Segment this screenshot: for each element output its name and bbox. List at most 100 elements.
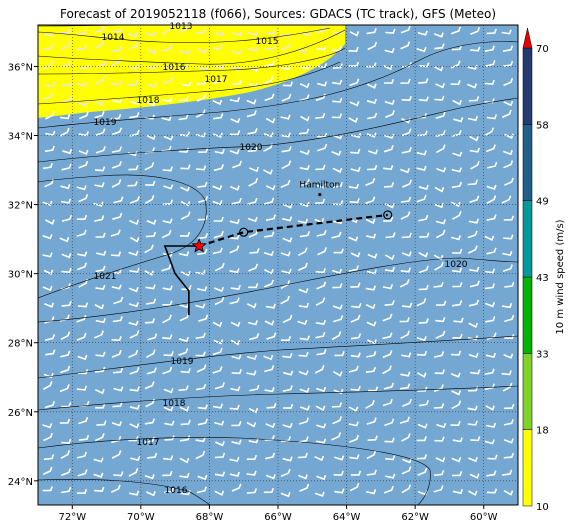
- wind-barb: [181, 284, 192, 291]
- wind-barb: [198, 314, 209, 322]
- lat-tick-label: 30°N: [8, 270, 33, 281]
- wind-barb: [485, 405, 495, 411]
- wind-barb: [61, 438, 72, 444]
- wind-barb: [382, 350, 393, 359]
- wind-barb: [401, 147, 412, 154]
- wind-barb: [246, 303, 257, 309]
- wind-barb: [60, 114, 71, 120]
- isobar-line: [38, 385, 518, 411]
- wind-barb: [198, 147, 209, 153]
- wind-barb: [146, 100, 156, 107]
- wind-barb: [366, 351, 377, 358]
- wind-barb: [214, 64, 225, 70]
- wind-barb: [485, 352, 497, 359]
- wind-barb: [213, 230, 224, 239]
- wind-barb: [213, 286, 224, 293]
- wind-barb: [112, 212, 123, 220]
- wind-barb: [112, 367, 124, 374]
- wind-barb: [434, 436, 445, 442]
- wind-barb: [281, 160, 292, 170]
- wind-barb: [314, 198, 326, 204]
- wind-barb: [367, 41, 378, 51]
- wind-barb: [300, 115, 310, 122]
- wind-barb: [333, 315, 344, 323]
- wind-barb: [383, 64, 393, 71]
- wind-barb: [247, 146, 258, 153]
- wind-barb: [399, 383, 411, 390]
- wind-barb: [400, 267, 412, 273]
- wind-barb: [128, 42, 139, 50]
- wind-barb: [332, 167, 343, 174]
- wind-barb: [467, 115, 479, 122]
- wind-barb: [78, 194, 89, 203]
- wind-barb: [145, 31, 156, 37]
- wind-barb: [502, 45, 514, 52]
- wind-barb: [197, 286, 208, 292]
- wind-barb: [77, 302, 89, 308]
- wind-barb: [162, 166, 173, 172]
- wind-barb: [314, 491, 325, 497]
- wind-barb: [315, 113, 326, 119]
- wind-barb: [366, 98, 377, 104]
- wind-barb: [485, 422, 497, 428]
- wind-barb: [264, 387, 275, 393]
- wind-barb: [366, 28, 377, 35]
- wind-barb: [503, 438, 514, 444]
- wind-barb: [451, 390, 462, 396]
- wind-barb: [110, 251, 122, 257]
- wind-barb: [180, 419, 191, 426]
- wind-barb: [178, 62, 189, 68]
- wind-barb: [484, 235, 495, 242]
- wind-barb: [384, 300, 395, 306]
- wind-barb: [332, 181, 343, 188]
- wind-barb: [195, 351, 206, 357]
- wind-barb: [299, 30, 311, 37]
- wind-barb: [196, 486, 208, 494]
- wind-barb: [110, 229, 121, 237]
- wind-barb: [61, 468, 72, 477]
- wind-barb: [195, 132, 206, 138]
- wind-barb: [197, 181, 208, 188]
- wind-barb: [43, 454, 55, 461]
- wind-barb: [247, 82, 258, 89]
- wind-barb: [401, 352, 412, 358]
- wind-barb: [127, 32, 138, 38]
- wind-barb: [61, 253, 72, 259]
- wind-barb: [247, 320, 258, 326]
- wind-barb: [128, 349, 139, 359]
- wind-barb: [484, 79, 495, 85]
- wind-barb: [416, 150, 427, 156]
- wind-barb: [43, 372, 54, 379]
- wind-barb: [485, 144, 496, 153]
- wind-barb: [399, 279, 410, 288]
- wind-barb: [93, 457, 104, 463]
- wind-barb: [196, 93, 207, 102]
- wind-barb: [366, 450, 377, 460]
- wind-barb: [334, 351, 345, 357]
- wind-barb: [247, 46, 259, 52]
- wind-barb: [367, 386, 379, 392]
- wind-barb: [95, 76, 105, 86]
- wind-barb: [95, 128, 106, 136]
- wind-barb: [95, 284, 106, 290]
- isobar-label: 1018: [163, 399, 186, 409]
- wind-barb: [146, 48, 157, 55]
- wind-barb: [367, 112, 378, 120]
- wind-barb: [282, 203, 293, 209]
- wind-barb: [146, 82, 157, 88]
- wind-barb: [434, 43, 445, 50]
- wind-barb: [383, 216, 394, 222]
- wind-barb: [433, 281, 444, 288]
- wind-barb: [282, 216, 293, 222]
- wind-barb: [401, 398, 412, 408]
- wind-barb: [264, 452, 276, 460]
- wind-barb: [94, 303, 105, 310]
- wind-barb: [146, 219, 157, 225]
- wind-barb: [416, 372, 427, 378]
- wind-barb: [349, 482, 360, 492]
- wind-barb: [382, 332, 393, 340]
- wind-barb: [503, 490, 514, 496]
- wind-barbs-layer: [42, 25, 515, 498]
- wind-barb: [61, 402, 72, 408]
- wind-barb: [229, 297, 240, 305]
